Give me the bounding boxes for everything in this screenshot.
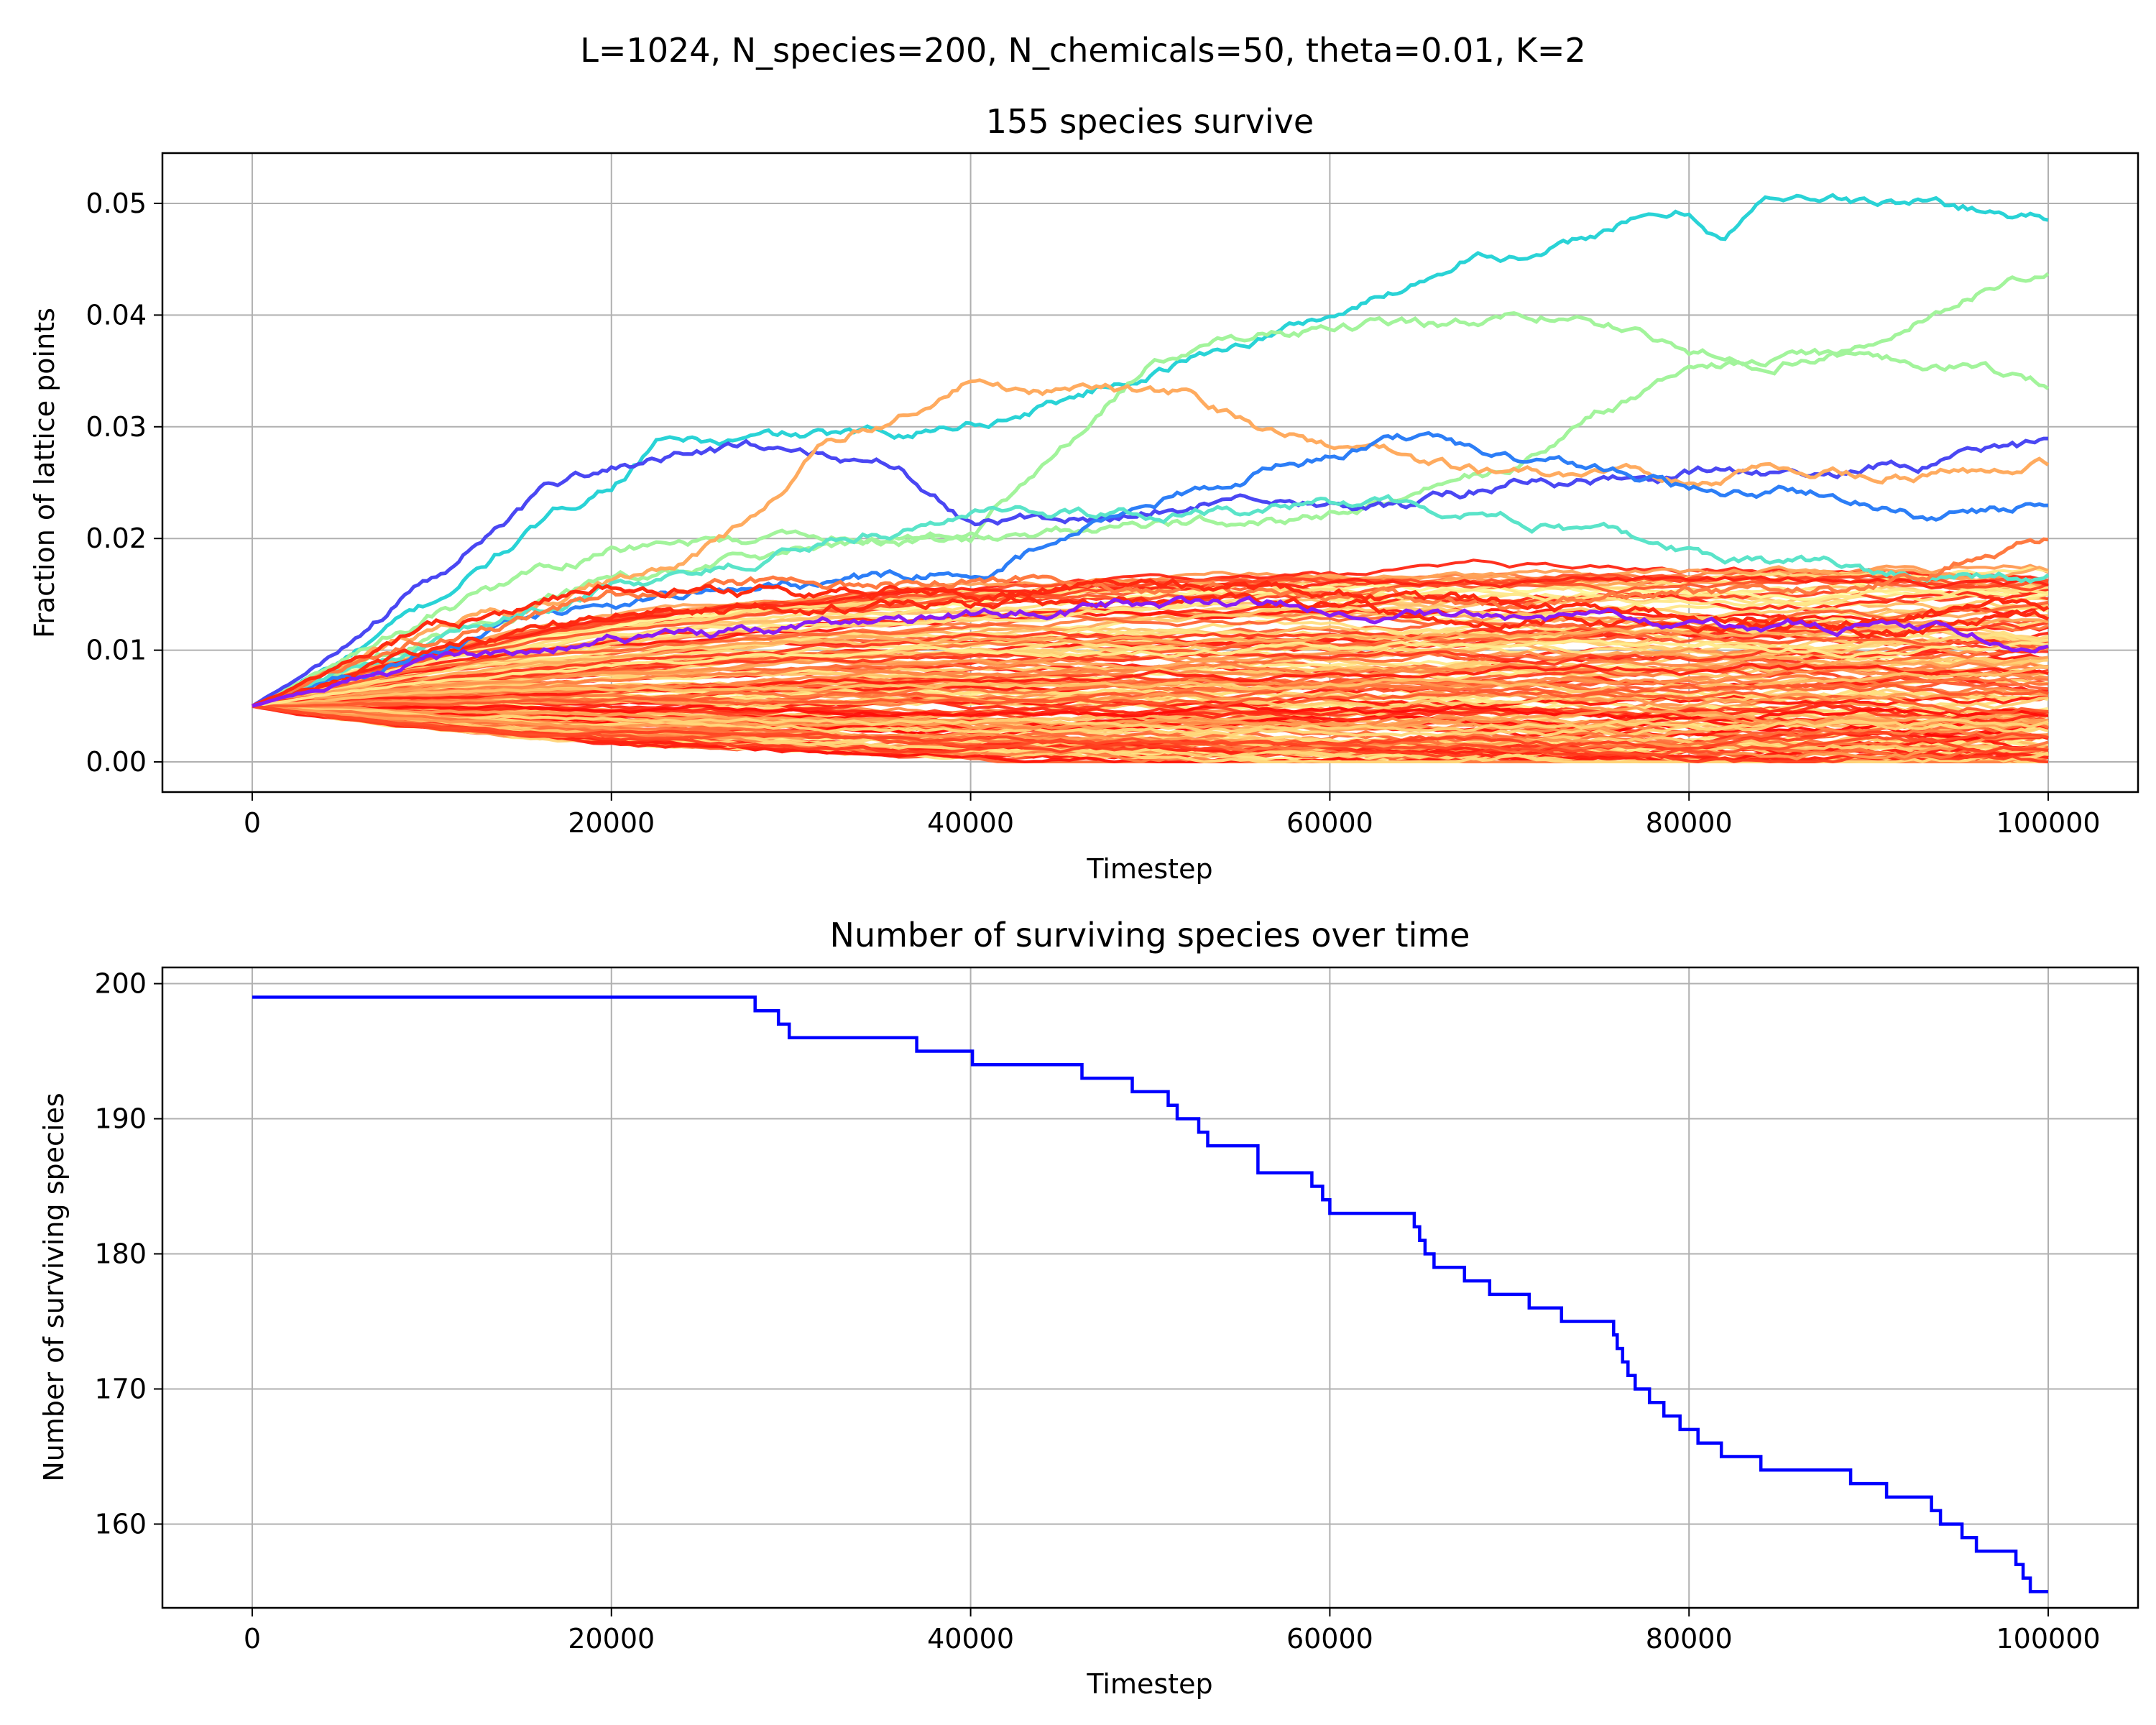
top-x-axis-label: Timestep bbox=[1086, 853, 1212, 885]
x-tick-label: 20000 bbox=[568, 807, 655, 839]
species-line bbox=[252, 704, 2049, 730]
y-tick-label: 180 bbox=[94, 1238, 147, 1270]
bottom-chart: Number of surviving species over time 0 2… bbox=[38, 916, 2139, 1700]
species-line bbox=[251, 272, 2050, 708]
top-axes-frame bbox=[161, 152, 2139, 794]
species-line bbox=[252, 575, 2049, 708]
x-tick-label: 20000 bbox=[568, 1623, 655, 1655]
y-tick-label: 0.05 bbox=[86, 188, 147, 219]
species-line bbox=[252, 595, 2049, 708]
species-line bbox=[252, 537, 2049, 708]
y-tick-label: 0.00 bbox=[86, 746, 147, 778]
x-tick-label: 100000 bbox=[1996, 1623, 2101, 1655]
species-line bbox=[252, 703, 2049, 722]
x-tick-label: 40000 bbox=[927, 1623, 1014, 1655]
bottom-ticks: 0 20000 40000 60000 80000 100000 160 170 180 190 2… bbox=[94, 968, 2100, 1655]
y-tick-label: 190 bbox=[94, 1103, 147, 1135]
x-tick-label: 80000 bbox=[1646, 1623, 1733, 1655]
bottom-x-axis-label: Timestep bbox=[1086, 1668, 1212, 1700]
species-line bbox=[252, 663, 2049, 708]
top-y-axis-label: Fraction of lattice points bbox=[29, 308, 60, 638]
species-line bbox=[252, 689, 2049, 710]
y-tick-label: 0.04 bbox=[86, 299, 147, 331]
species-line bbox=[252, 644, 2049, 708]
species-line bbox=[252, 378, 2050, 708]
species-line bbox=[252, 704, 2049, 758]
y-tick-label: 0.03 bbox=[86, 411, 147, 443]
x-tick-label: 60000 bbox=[1286, 807, 1373, 839]
y-tick-label: 170 bbox=[94, 1373, 147, 1404]
species-line bbox=[252, 704, 2049, 764]
y-tick-label: 0.01 bbox=[86, 635, 147, 666]
surviving-species-line bbox=[252, 995, 2048, 1593]
species-line bbox=[252, 602, 2049, 708]
figure-suptitle: L=1024, N_species=200, N_chemicals=50, t… bbox=[580, 31, 1585, 70]
y-tick-label: 160 bbox=[94, 1508, 147, 1540]
species-line bbox=[251, 436, 2048, 708]
bottom-y-axis-label: Number of surviving species bbox=[38, 1092, 70, 1481]
bottom-grid bbox=[162, 967, 2138, 1608]
top-chart: 155 species survive 0 20000 40000 60000 8000… bbox=[29, 102, 2139, 885]
x-tick-label: 60000 bbox=[1286, 1623, 1373, 1655]
species-line bbox=[252, 640, 2049, 708]
x-tick-label: 80000 bbox=[1646, 807, 1733, 839]
species-line bbox=[252, 584, 2049, 707]
bottom-series-layer bbox=[252, 995, 2048, 1593]
x-tick-label: 40000 bbox=[927, 807, 1014, 839]
species-line bbox=[251, 193, 2049, 708]
species-line bbox=[252, 576, 2049, 708]
species-line bbox=[252, 578, 2050, 708]
top-series-layer bbox=[251, 193, 2050, 764]
species-line bbox=[252, 638, 2049, 708]
y-tick-label: 0.02 bbox=[86, 523, 147, 554]
x-tick-label: 100000 bbox=[1996, 807, 2101, 839]
species-line bbox=[252, 584, 2049, 708]
x-tick-label: 0 bbox=[244, 1623, 261, 1655]
x-tick-label: 0 bbox=[244, 807, 261, 839]
y-tick-label: 200 bbox=[94, 968, 147, 1000]
top-chart-title: 155 species survive bbox=[986, 102, 1314, 141]
bottom-chart-title: Number of surviving species over time bbox=[830, 916, 1470, 954]
bottom-axes-frame bbox=[161, 966, 2139, 1609]
species-line bbox=[252, 683, 2049, 708]
top-ticks: 0 20000 40000 60000 80000 100000 0.00 0.01 0.02 0… bbox=[86, 188, 2100, 839]
species-line bbox=[252, 704, 2049, 760]
species-line bbox=[252, 617, 2049, 708]
species-line bbox=[252, 704, 2049, 733]
